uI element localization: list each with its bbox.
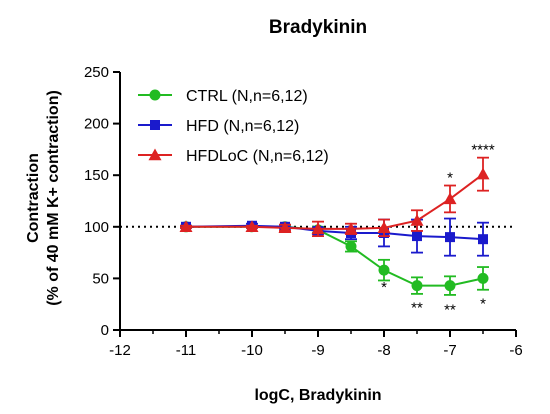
data-point	[378, 264, 390, 276]
x-tick-label: -6	[509, 342, 522, 359]
y-tick-label: 250	[84, 64, 109, 81]
data-point	[345, 240, 357, 252]
legend-item: HFDLoC (N,n=6,12)	[138, 148, 329, 165]
y-tick-label: 50	[92, 270, 109, 287]
legend-item: CTRL (N,n=6,12)	[138, 88, 308, 105]
legend-item: HFD (N,n=6,12)	[138, 118, 299, 135]
data-point	[148, 148, 162, 161]
data-point	[476, 167, 490, 180]
significance-marker: **	[444, 302, 456, 319]
data-point	[179, 220, 193, 232]
series-2	[179, 156, 490, 237]
data-point	[410, 214, 424, 226]
data-point	[245, 220, 259, 232]
data-point	[412, 231, 422, 242]
data-point	[344, 222, 358, 235]
data-point	[411, 280, 423, 292]
y-axis-label: Contraction (% of 40 mM K+ contraction)	[25, 90, 62, 306]
data-point	[443, 192, 457, 205]
y-tick-label: 150	[84, 167, 109, 184]
axes: 0 50 100 150 200 250 -12 -11 -10 -9 -8 -7 -6	[84, 64, 523, 359]
x-tick-label: -9	[311, 342, 324, 359]
y-tick-label: 100	[84, 219, 109, 236]
significance-marker: *	[381, 279, 387, 296]
x-tick-label: -7	[443, 342, 456, 359]
x-axis-label: logC, Bradykinin	[254, 387, 381, 404]
series-line	[186, 173, 484, 230]
data-point	[444, 280, 456, 292]
y-axis-label-line1: Contraction	[25, 153, 42, 243]
data-point	[377, 221, 391, 234]
legend: CTRL (N,n=6,12) HFD (N,n=6,12) HFDLoC (N,n…	[138, 88, 329, 165]
data-point	[478, 234, 488, 245]
series-layer	[179, 156, 490, 296]
data-point	[149, 89, 161, 101]
y-tick-label: 0	[101, 322, 109, 339]
x-tick-label: -10	[241, 342, 263, 359]
x-tick-label: -8	[377, 342, 390, 359]
series-line	[186, 225, 484, 287]
data-point	[278, 221, 292, 234]
legend-label: CTRL (N,n=6,12)	[186, 88, 308, 105]
y-axis-label-line2: (% of 40 mM K+ contraction)	[45, 90, 62, 306]
data-point	[311, 222, 325, 235]
data-point	[477, 272, 489, 284]
data-point	[150, 120, 160, 130]
significance-marker: ****	[471, 142, 495, 159]
data-point	[445, 232, 455, 243]
significance-marker: **	[411, 299, 423, 316]
y-tick-label: 200	[84, 116, 109, 133]
significance-marker: *	[447, 169, 453, 186]
legend-label: HFDLoC (N,n=6,12)	[186, 148, 329, 165]
x-tick-label: -12	[109, 342, 131, 359]
x-tick-label: -11	[176, 342, 197, 359]
chart-title: Bradykinin	[269, 17, 367, 38]
significance-marker: *	[480, 295, 486, 312]
legend-label: HFD (N,n=6,12)	[186, 118, 299, 135]
annotation-layer: *** ** ******	[381, 142, 495, 319]
